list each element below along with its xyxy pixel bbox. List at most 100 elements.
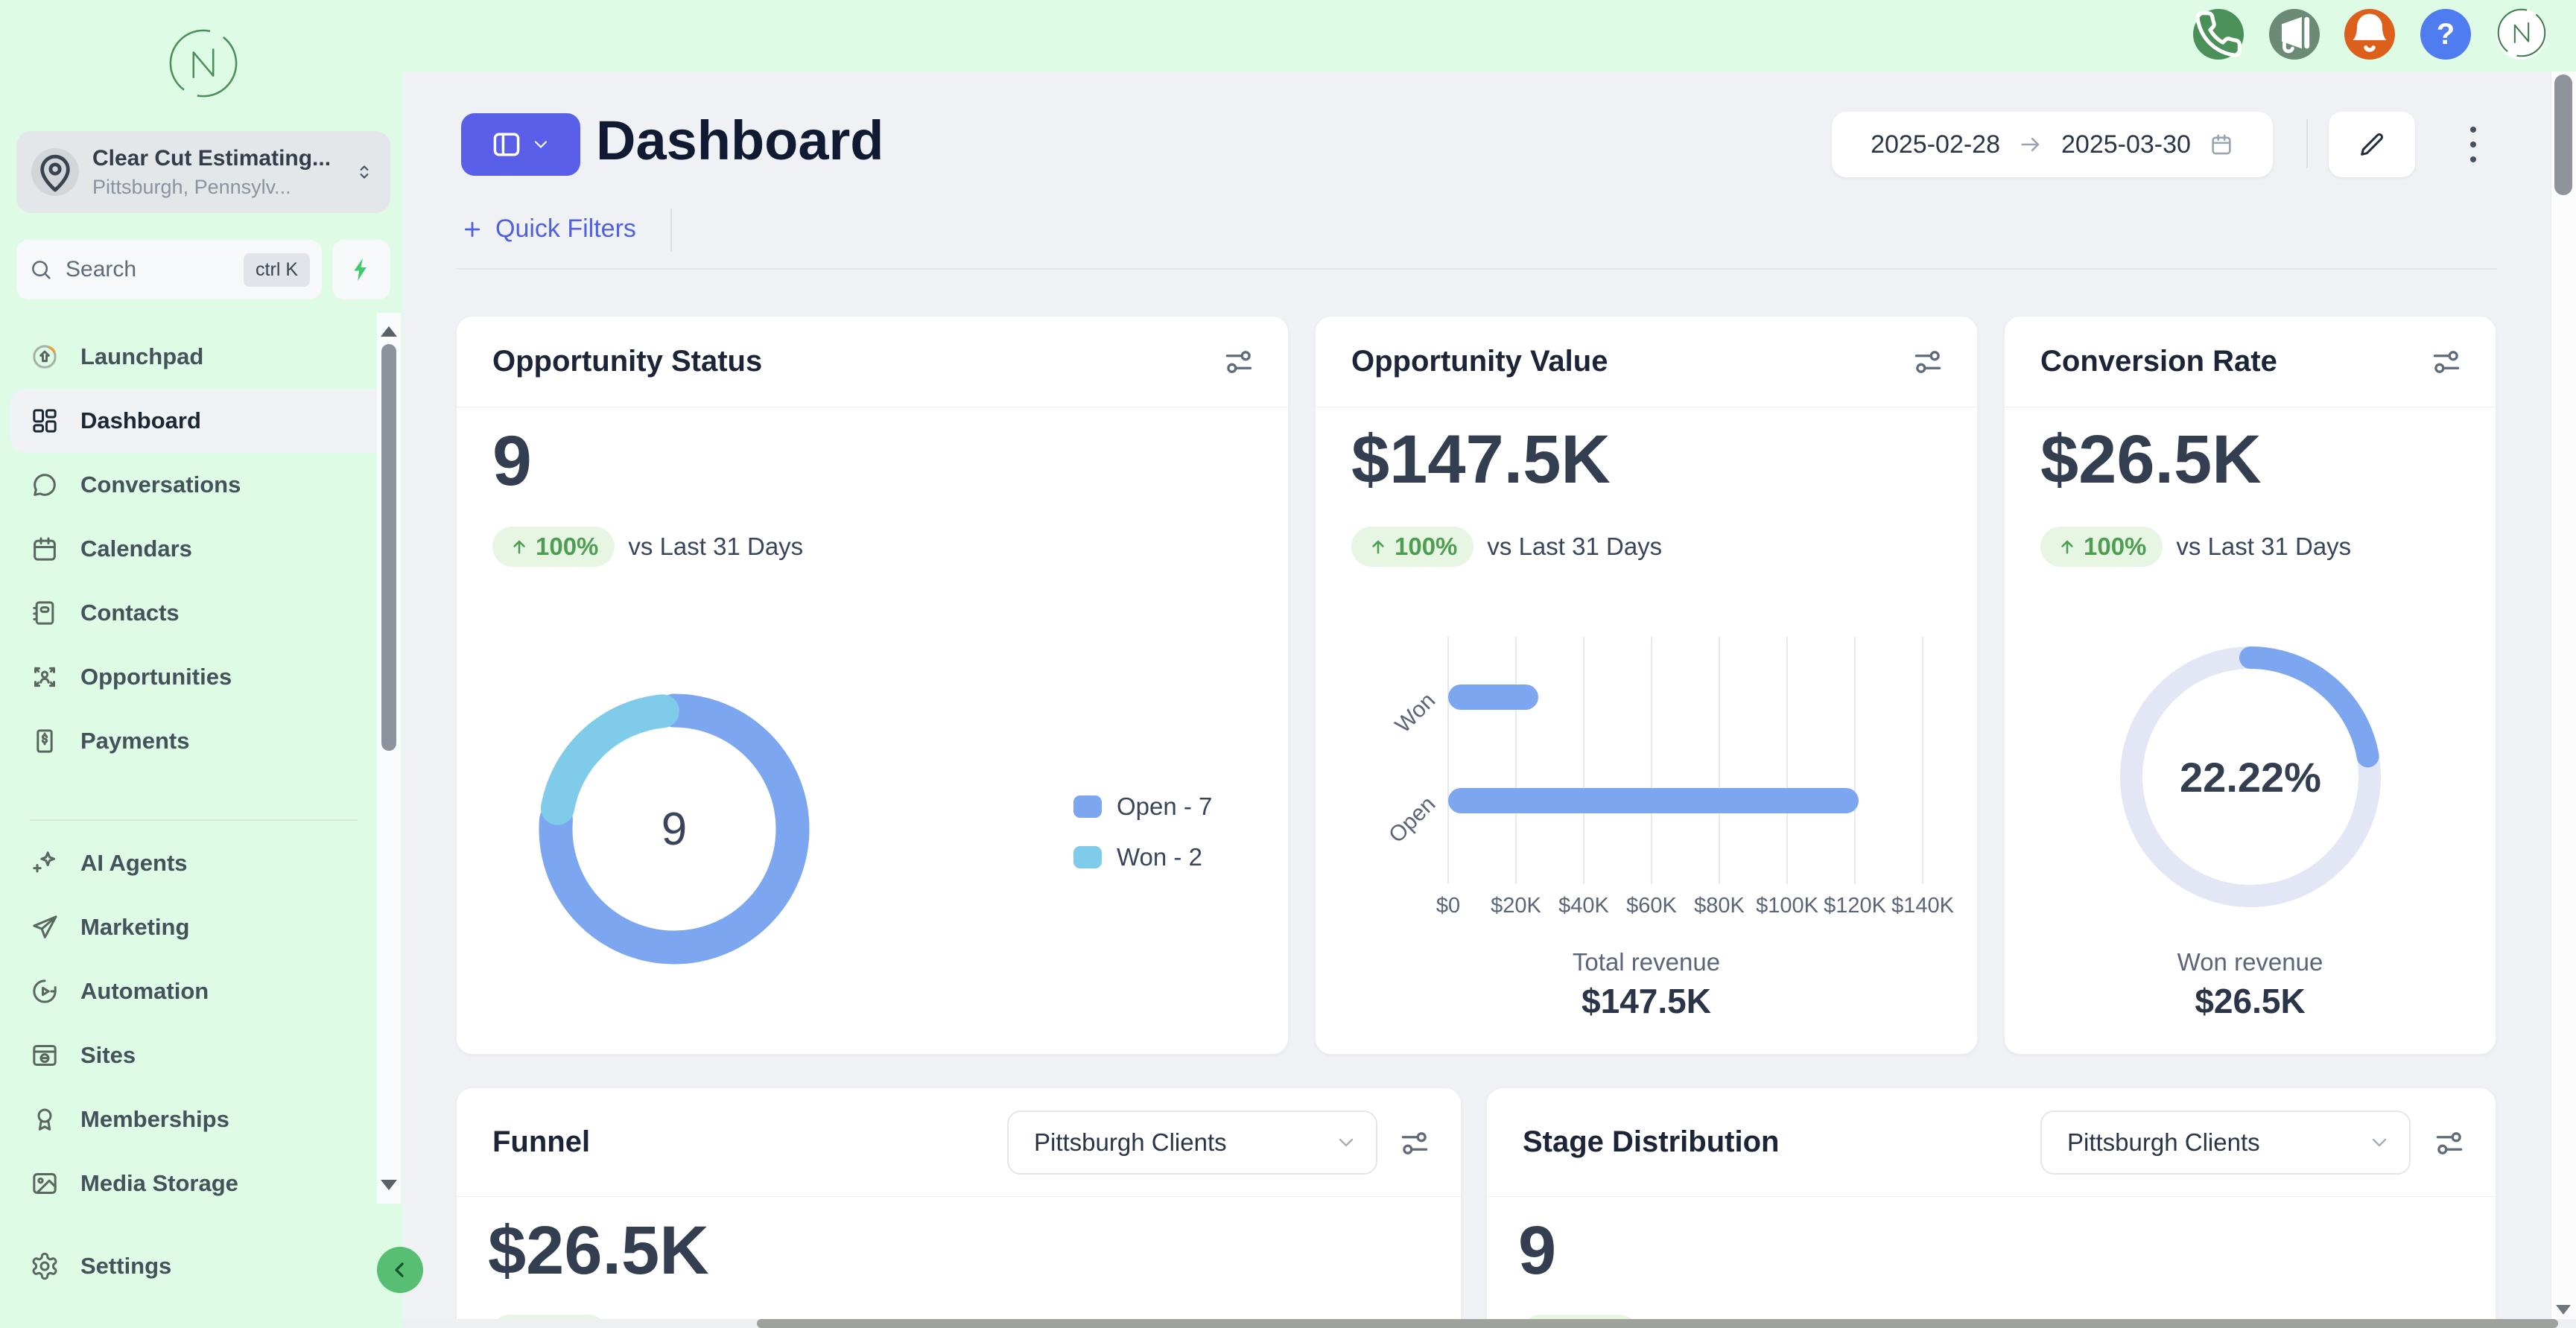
won-revenue-label: Won revenue [2177, 948, 2323, 976]
launchpad-icon [30, 342, 60, 372]
sidebar-item-label: Dashboard [80, 407, 201, 433]
value-bar-chart: Won Open [1384, 637, 1923, 884]
y-axis-label: Won [1390, 687, 1441, 738]
gridline [1514, 637, 1517, 884]
phone-button[interactable] [2193, 9, 2244, 60]
location-switcher[interactable]: Clear Cut Estimating... Pittsburgh, Penn… [16, 131, 390, 213]
more-options-button[interactable] [2449, 118, 2497, 171]
sidebar-item-automation[interactable]: Automation [10, 959, 392, 1023]
widget-settings-icon[interactable] [1912, 346, 1944, 378]
calendar-icon [2209, 132, 2234, 157]
legend-label: Open - 7 [1117, 792, 1213, 820]
card-title: Conversion Rate [2040, 345, 2277, 378]
opportunities-icon [30, 662, 60, 692]
compare-label: vs Last 31 Days [628, 533, 804, 560]
sidebar-item-dashboard[interactable]: Dashboard [10, 389, 392, 453]
location-avatar [31, 148, 79, 196]
conversations-icon [30, 470, 60, 500]
sidebar-item-contacts[interactable]: Contacts [10, 581, 392, 645]
sidebar-item-label: Sites [80, 1042, 136, 1068]
sidebar-item-media-storage[interactable]: Media Storage [10, 1151, 392, 1216]
sidebar-item-label: Memberships [80, 1106, 229, 1132]
sidebar-item-ai-agents[interactable]: AI Agents [10, 831, 392, 895]
quick-filters-button[interactable]: Quick Filters [461, 215, 636, 244]
page-title: Dashboard [596, 109, 884, 171]
sidebar-item-label: Calendars [80, 536, 192, 562]
gridline [1582, 637, 1584, 884]
date-range-picker[interactable]: 2025-02-28 2025-03-30 [1832, 112, 2273, 177]
sidebar-item-memberships[interactable]: Memberships [10, 1087, 392, 1151]
sidebar-collapse-button[interactable] [377, 1247, 423, 1293]
bell-icon [2344, 7, 2395, 62]
sidebar-item-label: Opportunities [80, 664, 232, 690]
sidebar-item-label: Contacts [80, 600, 180, 626]
stage-pipeline-select[interactable]: Pittsburgh Clients [2040, 1111, 2411, 1175]
sidebar-item-label: Settings [80, 1253, 172, 1279]
stage-distribution-card: Stage Distribution Pittsburgh Clients 9 [1486, 1087, 2496, 1328]
quick-actions-button[interactable] [332, 240, 390, 299]
vertical-scrollbar-thumb[interactable] [2554, 74, 2572, 195]
arrow-right-icon [2018, 132, 2043, 157]
won-value: $26.5K [2040, 422, 2262, 498]
media-storage-icon [30, 1169, 60, 1198]
notifications-button[interactable] [2344, 9, 2395, 60]
horizontal-scrollbar-thumb[interactable] [757, 1319, 2558, 1328]
sidebar-scrollbar-thumb[interactable] [381, 344, 396, 751]
card-title: Opportunity Status [492, 345, 763, 378]
x-tick: $20K [1491, 894, 1541, 918]
vertical-scrollbar-track[interactable] [2551, 72, 2576, 1328]
brand-logo [167, 27, 240, 100]
sidebar-item-opportunities[interactable]: Opportunities [10, 645, 392, 709]
edit-dashboard-button[interactable] [2329, 112, 2415, 177]
chevron-down-icon [530, 134, 551, 155]
legend-item: Open - 7 [1073, 790, 1212, 823]
sidebar-item-payments[interactable]: Payments [10, 709, 392, 773]
funnel-pipeline-select[interactable]: Pittsburgh Clients [1007, 1111, 1377, 1175]
quick-filters-divider [670, 209, 672, 252]
trend-up-icon [2057, 536, 2078, 557]
date-start: 2025-02-28 [1871, 130, 2000, 159]
sidebar-item-launchpad[interactable]: Launchpad [10, 325, 392, 389]
search-box[interactable]: ctrl K [16, 240, 322, 299]
announcements-button[interactable] [2269, 9, 2320, 60]
total-revenue-label: Total revenue [1572, 948, 1721, 976]
conversion-gauge-chart: 22.22% [2101, 628, 2399, 926]
chevrons-up-down-icon [353, 156, 375, 188]
widget-settings-icon[interactable] [2430, 346, 2463, 378]
question-mark-icon: ? [2436, 17, 2455, 51]
lightning-icon [348, 256, 375, 283]
x-tick: $60K [1626, 894, 1677, 918]
y-axis-label: Open [1384, 791, 1441, 848]
sidebar-scroll-down-arrow[interactable] [381, 1180, 397, 1190]
card-title: Funnel [492, 1125, 591, 1158]
sidebar-item-sites[interactable]: Sites [10, 1023, 392, 1087]
sidebar-scroll-up-arrow[interactable] [381, 326, 397, 337]
donut-legend: Open - 7 Won - 2 [1073, 790, 1212, 892]
widget-settings-icon[interactable] [1222, 346, 1255, 378]
sidebar-item-label: Payments [80, 728, 190, 754]
scroll-down-arrow[interactable] [2556, 1305, 2571, 1315]
marketing-icon [30, 912, 60, 942]
widget-settings-icon[interactable] [1398, 1127, 1431, 1160]
help-button[interactable]: ? [2420, 9, 2471, 60]
gridline [1447, 637, 1449, 884]
total-revenue-value: $147.5K [1582, 982, 1711, 1020]
sidebar-item-calendars[interactable]: Calendars [10, 517, 392, 581]
sidebar-nav-secondary: AI Agents Marketing Automation Sites Members… [0, 831, 402, 1216]
sidebar-item-marketing[interactable]: Marketing [10, 895, 392, 959]
location-city: Pittsburgh, Pennsylv... [92, 175, 291, 198]
header-divider [2306, 119, 2308, 168]
x-tick: $40K [1558, 894, 1609, 918]
widget-settings-icon[interactable] [2433, 1127, 2466, 1160]
opportunity-count: 9 [492, 422, 532, 501]
change-badge: 100% [492, 527, 615, 567]
gridline [1651, 637, 1652, 884]
calendars-icon [30, 534, 60, 564]
dashboard-layout-button[interactable] [461, 113, 580, 176]
search-input[interactable] [66, 257, 200, 282]
sidebar-item-conversations[interactable]: Conversations [10, 453, 392, 517]
sidebar-item-settings[interactable]: Settings [10, 1234, 392, 1298]
sidebar-item-label: Media Storage [80, 1170, 238, 1196]
chevron-down-icon [2367, 1131, 2391, 1154]
brand-avatar-button[interactable] [2496, 8, 2547, 60]
